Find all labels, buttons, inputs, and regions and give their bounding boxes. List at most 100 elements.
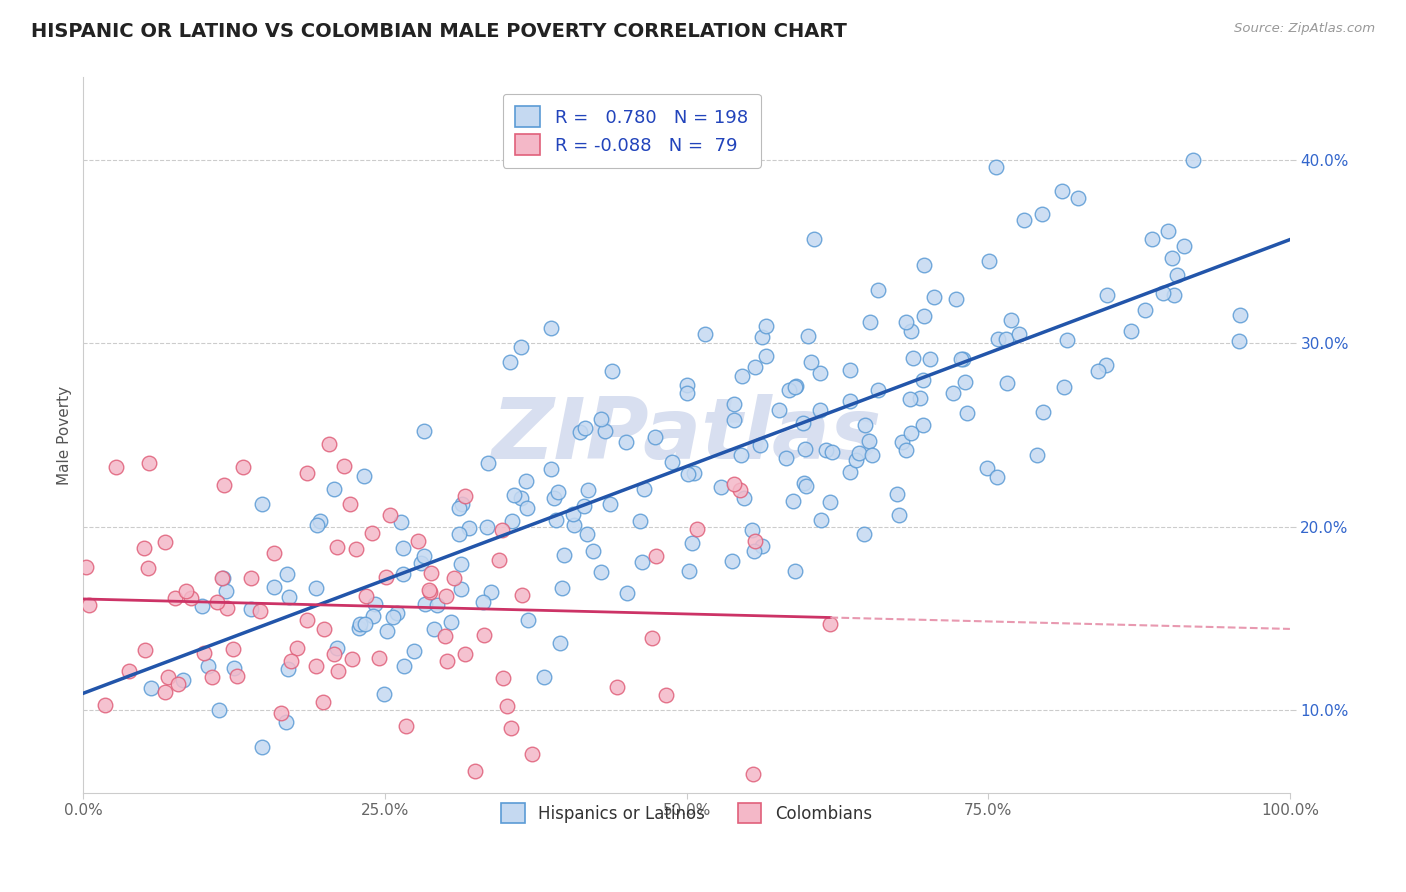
Point: [501, 515, 523, 529]
Point: [683, 467, 706, 481]
Point: [723, 413, 745, 427]
Point: [509, 340, 531, 354]
Point: [1229, 308, 1251, 322]
Point: [392, 541, 415, 555]
Point: [544, 513, 567, 527]
Point: [201, 670, 224, 684]
Point: [678, 564, 700, 578]
Point: [810, 513, 832, 527]
Point: [562, 517, 585, 532]
Point: [644, 549, 666, 563]
Point: [105, 459, 128, 474]
Point: [326, 640, 349, 655]
Point: [285, 640, 308, 655]
Point: [987, 332, 1010, 346]
Point: [422, 622, 444, 636]
Point: [675, 378, 697, 392]
Point: [1163, 288, 1185, 302]
Point: [1181, 153, 1204, 167]
Point: [751, 539, 773, 553]
Point: [77, 598, 100, 612]
Point: [721, 554, 744, 568]
Point: [995, 376, 1018, 390]
Text: ZIPatlas: ZIPatlas: [492, 393, 882, 476]
Point: [582, 544, 605, 558]
Point: [868, 383, 890, 397]
Point: [136, 561, 159, 575]
Point: [839, 394, 862, 409]
Point: [986, 469, 1008, 483]
Point: [605, 680, 627, 694]
Point: [375, 570, 398, 584]
Point: [755, 349, 778, 363]
Point: [799, 355, 821, 369]
Point: [896, 442, 918, 457]
Point: [818, 495, 841, 509]
Point: [174, 584, 197, 599]
Point: [477, 520, 499, 534]
Point: [295, 466, 318, 480]
Point: [217, 600, 239, 615]
Y-axis label: Male Poverty: Male Poverty: [58, 385, 72, 484]
Point: [853, 418, 876, 433]
Point: [755, 319, 778, 334]
Point: [222, 661, 245, 675]
Point: [744, 534, 766, 549]
Point: [155, 535, 177, 549]
Point: [471, 595, 494, 609]
Point: [748, 438, 770, 452]
Point: [515, 475, 537, 489]
Point: [364, 597, 387, 611]
Point: [768, 403, 790, 417]
Point: [392, 567, 415, 582]
Point: [792, 416, 814, 430]
Point: [631, 555, 654, 569]
Point: [852, 526, 875, 541]
Point: [132, 541, 155, 555]
Point: [782, 494, 804, 508]
Point: [540, 321, 562, 335]
Text: HISPANIC OR LATINO VS COLOMBIAN MALE POVERTY CORRELATION CHART: HISPANIC OR LATINO VS COLOMBIAN MALE POV…: [31, 22, 846, 41]
Point: [477, 456, 499, 470]
Point: [866, 283, 889, 297]
Point: [197, 659, 219, 673]
Point: [1133, 302, 1156, 317]
Point: [839, 465, 862, 479]
Point: [1161, 251, 1184, 265]
Point: [277, 590, 299, 604]
Point: [263, 580, 285, 594]
Point: [1031, 207, 1053, 221]
Point: [328, 664, 350, 678]
Point: [1056, 334, 1078, 348]
Point: [434, 589, 457, 603]
Point: [898, 392, 921, 407]
Point: [901, 351, 924, 366]
Point: [94, 698, 117, 713]
Point: [820, 617, 842, 632]
Point: [373, 686, 395, 700]
Point: [952, 351, 974, 366]
Point: [516, 500, 538, 515]
Point: [349, 617, 371, 632]
Point: [155, 685, 177, 699]
Point: [1227, 334, 1250, 348]
Point: [318, 437, 340, 451]
Point: [354, 616, 377, 631]
Point: [522, 747, 544, 762]
Point: [402, 643, 425, 657]
Point: [413, 424, 436, 438]
Point: [1032, 404, 1054, 418]
Point: [551, 581, 574, 595]
Point: [547, 484, 569, 499]
Point: [205, 595, 228, 609]
Point: [488, 553, 510, 567]
Point: [543, 491, 565, 505]
Point: [741, 767, 763, 781]
Point: [785, 379, 807, 393]
Point: [211, 571, 233, 585]
Point: [165, 591, 187, 606]
Point: [676, 386, 699, 401]
Point: [208, 703, 231, 717]
Point: [447, 526, 470, 541]
Point: [614, 435, 637, 450]
